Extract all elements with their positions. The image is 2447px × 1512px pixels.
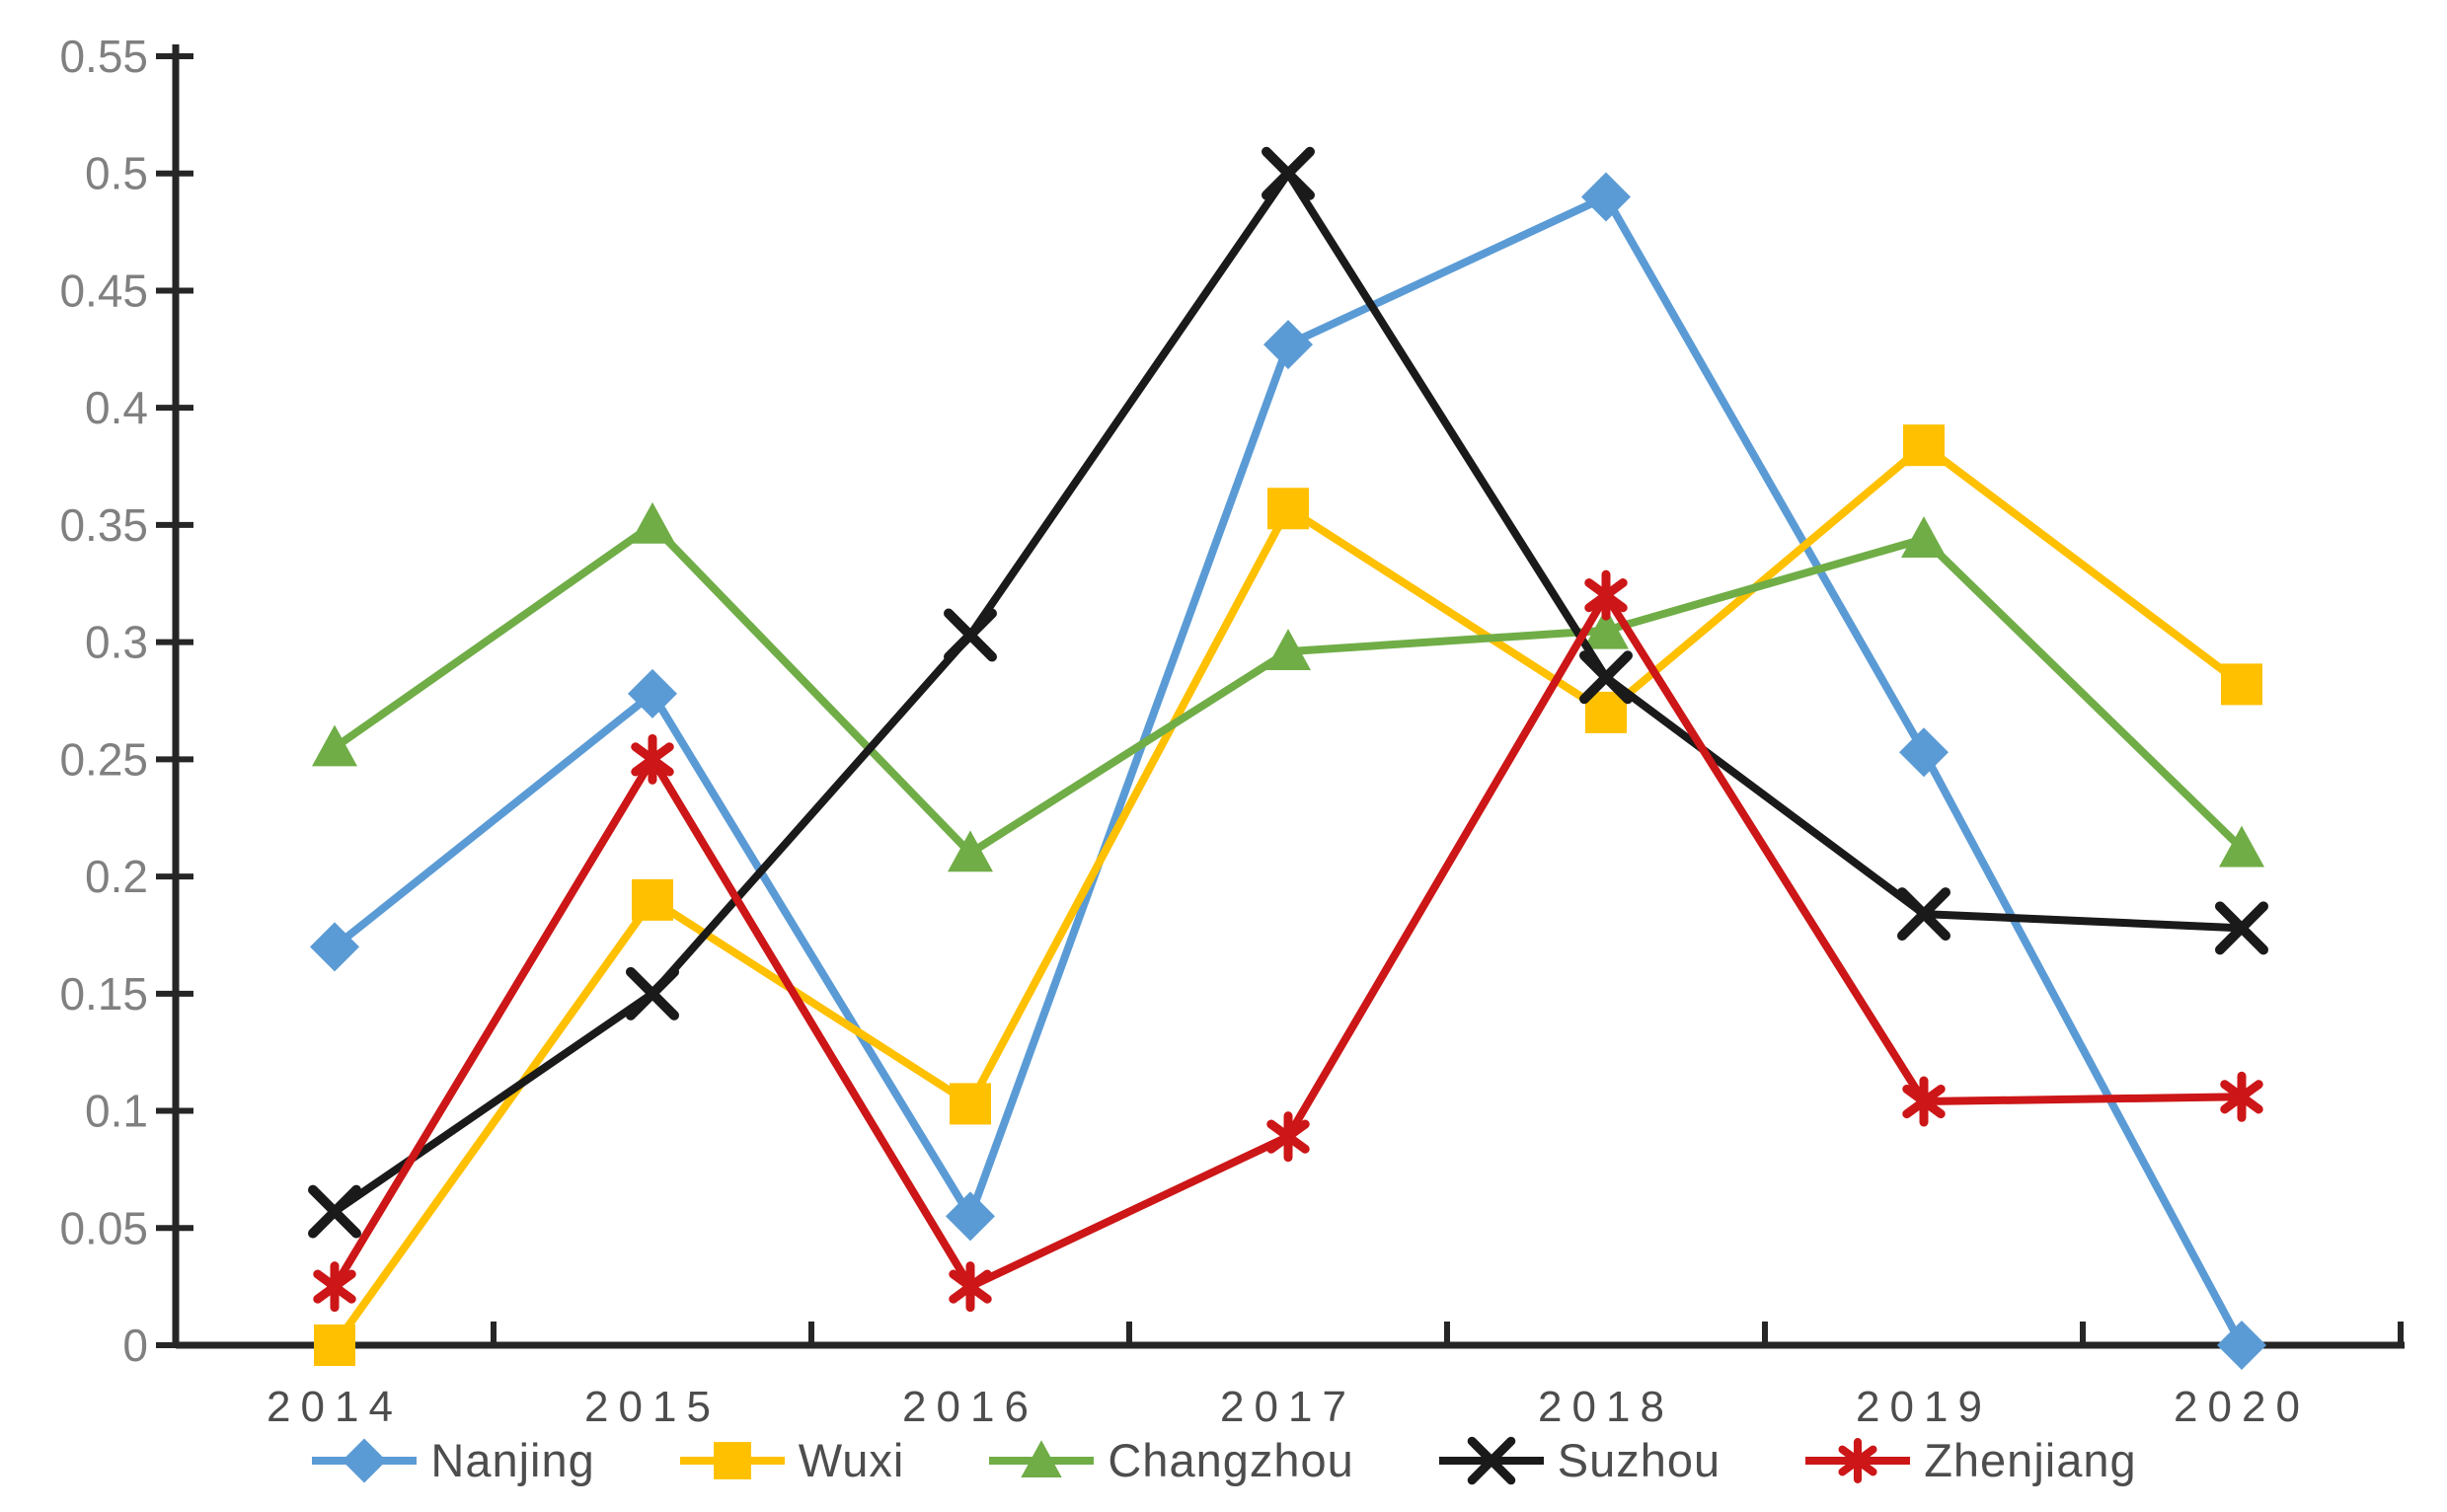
legend-label-changzhou: Changzhou <box>1108 1434 1354 1486</box>
point-wuxi-2015 <box>632 878 673 921</box>
marker-diamond <box>342 1438 387 1482</box>
point-nanjing-2014 <box>310 922 359 972</box>
point-suzhou-2014 <box>308 1184 361 1239</box>
legend-swatch-changzhou <box>989 1439 1095 1477</box>
y-tick-label: 0.25 <box>59 733 148 785</box>
y-tick-label: 0.4 <box>85 382 148 433</box>
point-zhenjiang-2018 <box>1584 569 1628 621</box>
point-zhenjiang-2014 <box>313 1261 356 1313</box>
point-zhenjiang-2020 <box>2220 1071 2263 1122</box>
point-changzhou-2015 <box>630 501 675 544</box>
point-changzhou-2018 <box>1583 607 1629 649</box>
point-changzhou-2016 <box>948 830 993 872</box>
point-wuxi-2019 <box>1903 424 1945 467</box>
series-changzhou <box>312 501 2264 872</box>
x-tick-label: 2020 <box>2174 1383 2310 1431</box>
legend-item-changzhou: Changzhou <box>987 1433 1353 1487</box>
point-zhenjiang-2015 <box>631 733 674 785</box>
series-suzhou <box>308 146 2268 1239</box>
point-changzhou-2019 <box>1901 516 1947 559</box>
point-suzhou-2015 <box>626 966 679 1021</box>
x-tick-label: 2015 <box>584 1383 721 1431</box>
y-tick-label: 0.35 <box>59 499 148 551</box>
point-zhenjiang-2017 <box>1266 1111 1310 1163</box>
point-changzhou-2020 <box>2219 825 2264 868</box>
x-tick-label: 2019 <box>1856 1383 1992 1431</box>
point-suzhou-2017 <box>1262 146 1315 200</box>
y-tick-label: 0.55 <box>59 31 148 82</box>
point-nanjing-2017 <box>1263 320 1313 370</box>
y-tick-label: 0.2 <box>85 851 148 902</box>
legend-swatch-wuxi <box>679 1441 785 1479</box>
legend-label-zhenjiang: Zhenjiang <box>1924 1434 2137 1486</box>
point-suzhou-2018 <box>1579 650 1633 705</box>
y-tick-label: 0.5 <box>85 148 148 199</box>
point-nanjing-2018 <box>1581 172 1631 222</box>
x-tick-label: 2018 <box>1538 1383 1674 1431</box>
point-nanjing-2019 <box>1899 727 1949 778</box>
point-changzhou-2014 <box>312 724 357 767</box>
y-tick-label: 0.15 <box>59 968 148 1020</box>
marker-triangle <box>1021 1439 1063 1477</box>
series-nanjing <box>310 172 2266 1370</box>
chart-legend: Nanjing Wuxi Changzhou Suzhou Zhenjiang <box>0 1433 2447 1487</box>
point-nanjing-2020 <box>2217 1321 2266 1370</box>
x-tick-label: 2017 <box>1220 1383 1356 1431</box>
marker-x <box>1467 1436 1516 1484</box>
legend-label-wuxi: Wuxi <box>798 1434 905 1486</box>
point-wuxi-2018 <box>1585 691 1627 733</box>
y-tick-label: 0.05 <box>59 1202 148 1253</box>
legend-item-suzhou: Suzhou <box>1437 1433 1721 1487</box>
point-suzhou-2016 <box>944 608 997 662</box>
legend-item-nanjing: Nanjing <box>310 1433 594 1487</box>
point-wuxi-2016 <box>950 1083 991 1125</box>
point-suzhou-2019 <box>1897 887 1950 942</box>
x-tick-label: 2014 <box>267 1383 403 1431</box>
legend-swatch-nanjing <box>312 1438 418 1482</box>
series-wuxi <box>314 424 2262 1366</box>
point-nanjing-2016 <box>946 1191 995 1242</box>
series-line-wuxi <box>331 441 2245 1348</box>
marker-square <box>713 1441 751 1479</box>
point-zhenjiang-2019 <box>1902 1076 1946 1127</box>
point-wuxi-2014 <box>314 1324 355 1366</box>
marker-asterisk <box>1838 1437 1877 1483</box>
legend-label-suzhou: Suzhou <box>1557 1434 1721 1486</box>
point-nanjing-2015 <box>628 668 677 718</box>
point-wuxi-2017 <box>1267 488 1309 530</box>
point-zhenjiang-2016 <box>949 1261 992 1313</box>
x-tick-label: 2016 <box>902 1383 1038 1431</box>
series-zhenjiang <box>313 569 2263 1313</box>
legend-label-nanjing: Nanjing <box>430 1434 595 1486</box>
y-tick-label: 0.3 <box>85 617 148 668</box>
point-changzhou-2017 <box>1265 629 1311 670</box>
point-wuxi-2020 <box>2221 663 2262 706</box>
y-tick-label: 0.45 <box>59 265 148 316</box>
legend-swatch-zhenjiang <box>1805 1437 1911 1483</box>
legend-item-wuxi: Wuxi <box>678 1433 905 1487</box>
legend-swatch-suzhou <box>1438 1436 1544 1484</box>
y-tick-label: 0.1 <box>85 1086 148 1137</box>
y-tick-label: 0 <box>122 1320 148 1371</box>
point-suzhou-2020 <box>2215 901 2268 955</box>
legend-item-zhenjiang: Zhenjiang <box>1803 1433 2136 1487</box>
